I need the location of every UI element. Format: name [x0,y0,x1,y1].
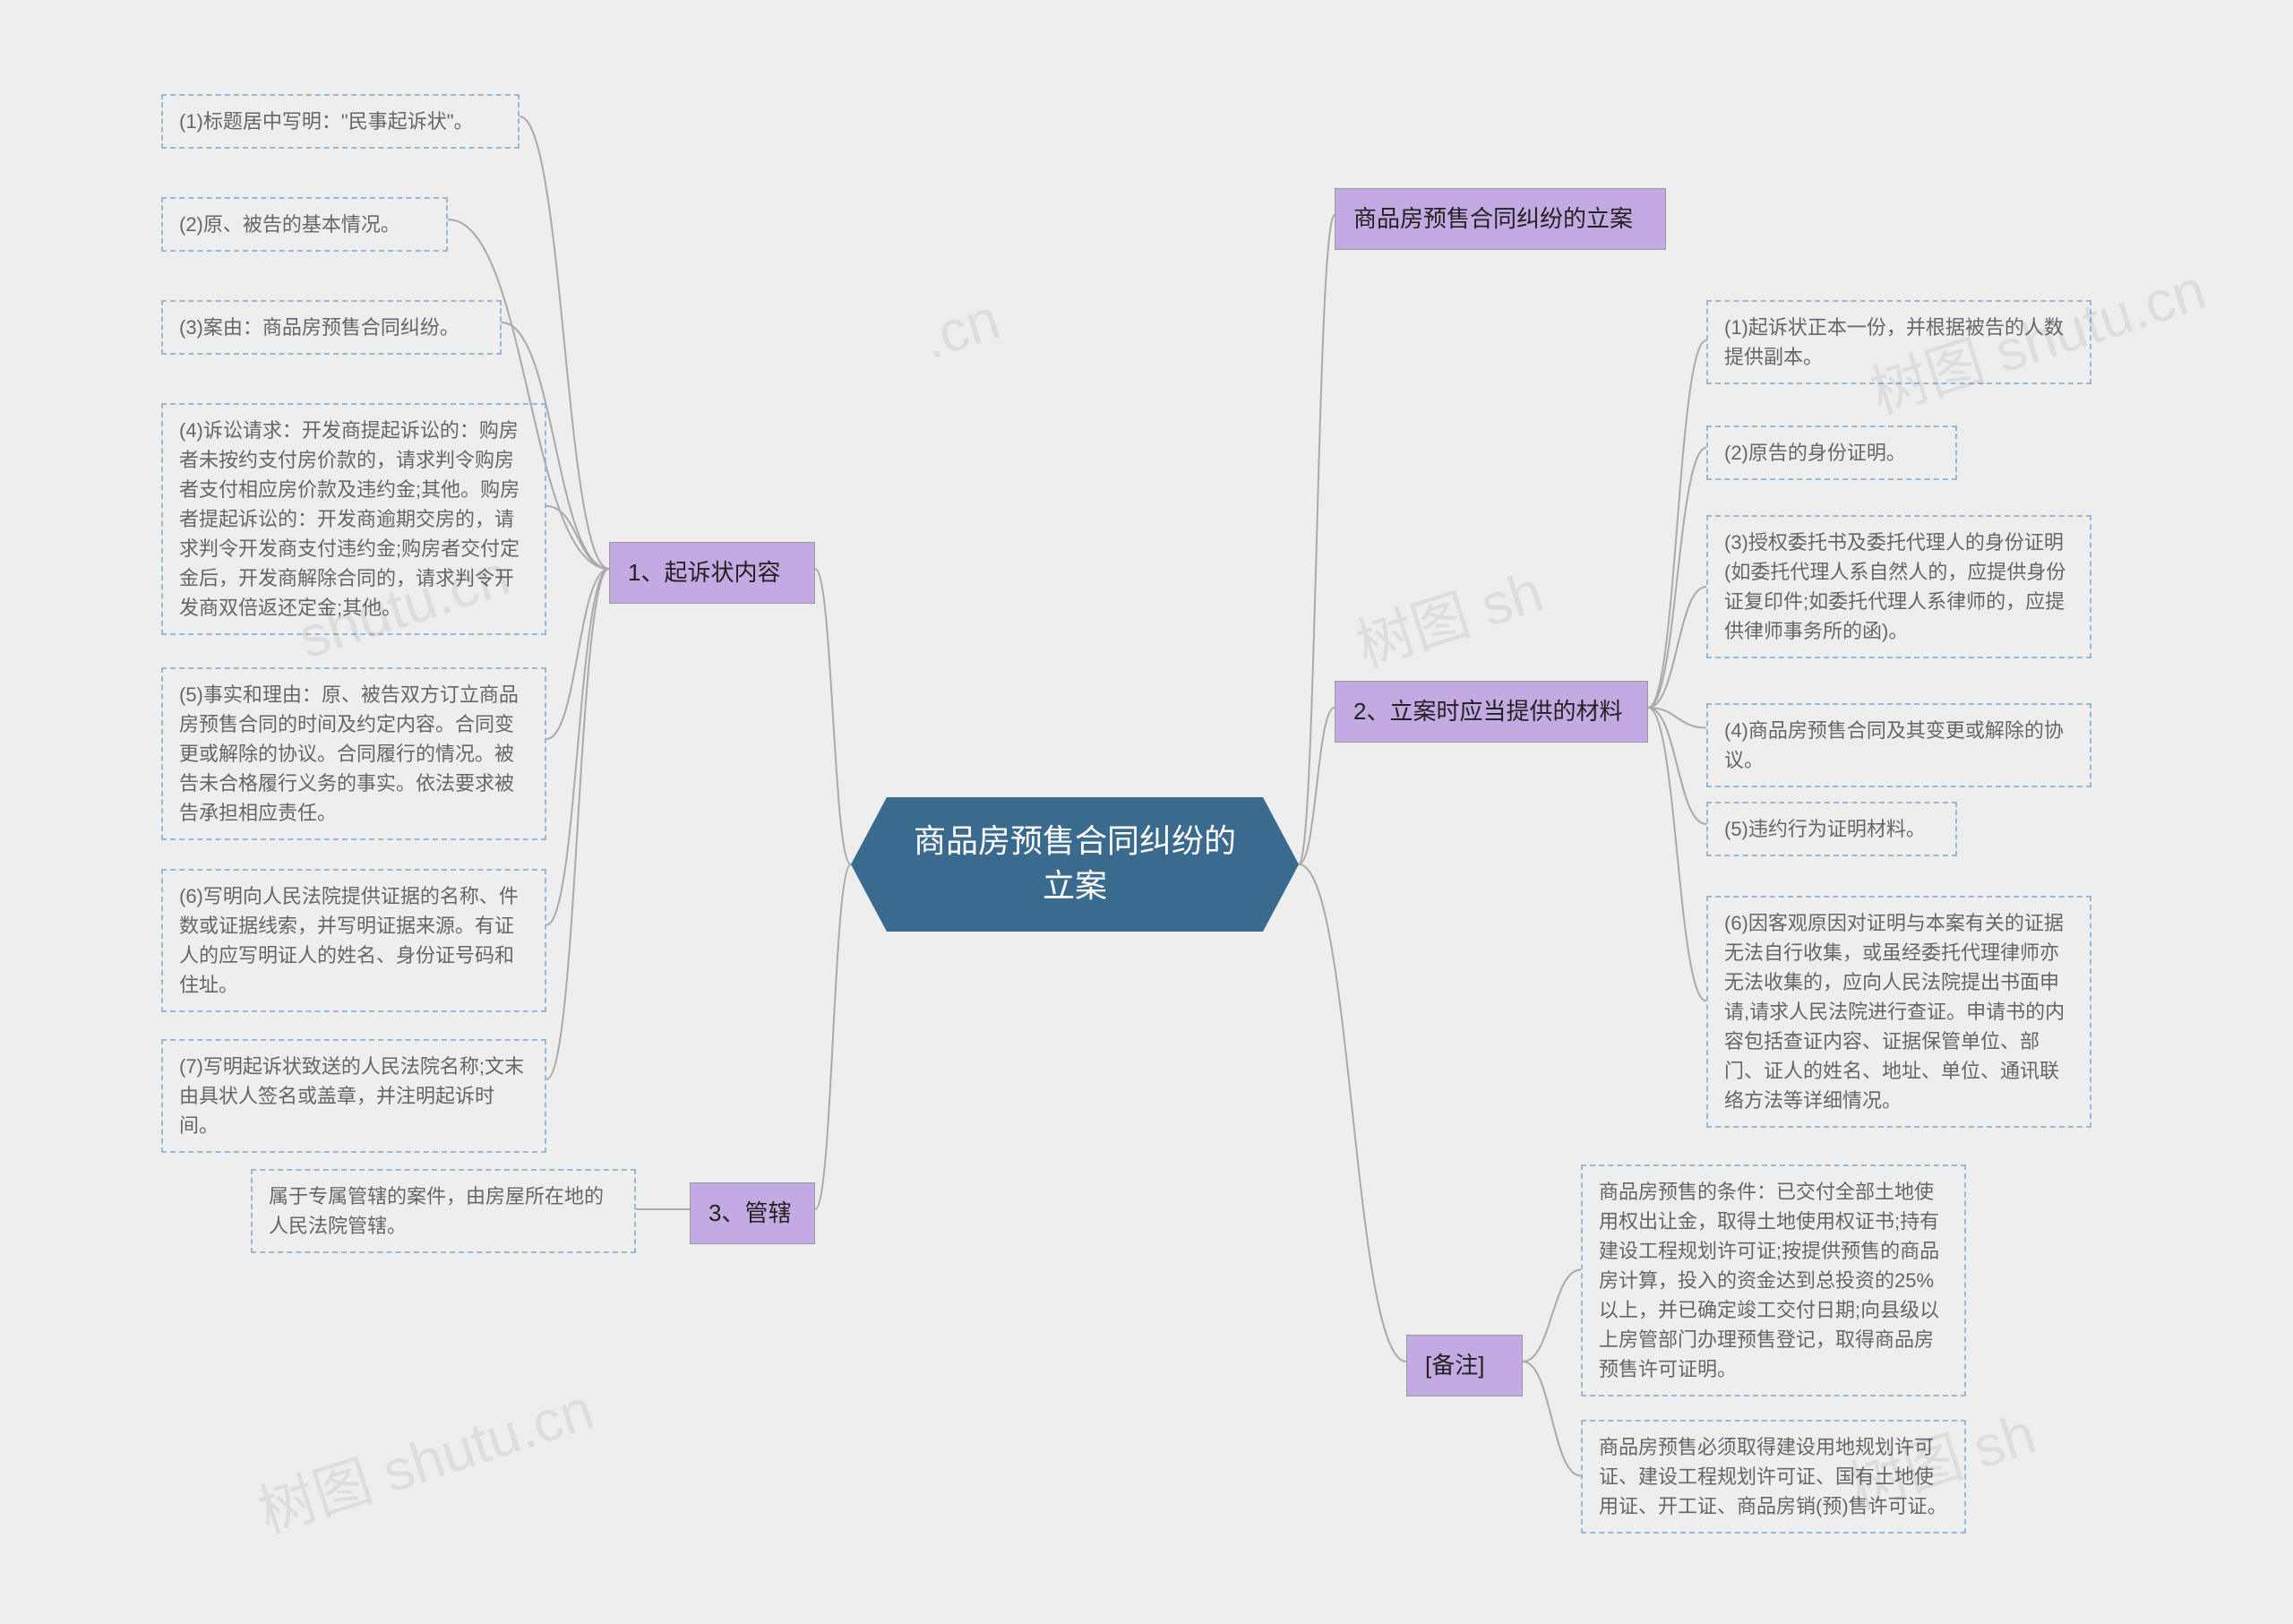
leaf-b_left_1-2: (3)案由：商品房预售合同纠纷。 [161,300,502,355]
leaf-b_right_2-2: (3)授权委托书及委托代理人的身份证明(如委托代理人系自然人的，应提供身份证复印… [1706,515,2091,658]
leaf-b_left_1-5: (6)写明向人民法院提供证据的名称、件数或证据线索，并写明证据来源。有证人的应写… [161,869,546,1012]
mindmap-canvas: 商品房预售合同纠纷的立案 1、起诉状内容 (1)标题居中写明："民事起诉状"。 (2… [0,0,2293,1624]
leaf-b_left_1-0: (1)标题居中写明："民事起诉状"。 [161,94,520,149]
leaf-b_left_1-1: (2)原、被告的基本情况。 [161,197,448,252]
watermark-0: 树图 shutu.cn [246,1363,602,1549]
watermark-2: .cn [915,286,1008,373]
branch-b_left_1: 1、起诉状内容 [609,542,815,604]
leaf-b_right_note-0: 商品房预售的条件：已交付全部土地使用权出让金，取得土地使用权证书;持有建设工程规… [1581,1164,1966,1396]
root-triangle-left [851,797,887,932]
branch-b_right_2: 2、立案时应当提供的材料 [1335,681,1648,743]
leaf-b_right_2-1: (2)原告的身份证明。 [1706,425,1957,480]
leaf-b_right_2-3: (4)商品房预售合同及其变更或解除的协议。 [1706,703,2091,787]
watermark-3: 树图 sh [1344,546,1551,683]
leaf-b_right_2-4: (5)违约行为证明材料。 [1706,802,1957,856]
root-node: 商品房预售合同纠纷的立案 [887,797,1263,932]
leaf-b_left_3-0: 属于专属管辖的案件，由房屋所在地的人民法院管辖。 [251,1169,636,1253]
branch-b_right_0: 商品房预售合同纠纷的立案 [1335,188,1666,250]
leaf-b_left_1-3: (4)诉讼请求：开发商提起诉讼的：购房者未按约支付房价款的，请求判令购房者支付相… [161,403,546,635]
leaf-b_left_1-6: (7)写明起诉状致送的人民法院名称;文末由具状人签名或盖章，并注明起诉时间。 [161,1039,546,1153]
branch-b_left_3: 3、管辖 [690,1182,815,1244]
leaf-b_right_2-0: (1)起诉状正本一份，并根据被告的人数提供副本。 [1706,300,2091,384]
root-triangle-right [1263,797,1299,932]
leaf-b_right_2-5: (6)因客观原因对证明与本案有关的证据无法自行收集，或虽经委托代理律师亦无法收集… [1706,896,2091,1128]
leaf-b_left_1-4: (5)事实和理由：原、被告双方订立商品房预售合同的时间及约定内容。合同变更或解除… [161,667,546,840]
leaf-b_right_note-1: 商品房预售必须取得建设用地规划许可证、建设工程规划许可证、国有土地使用证、开工证… [1581,1420,1966,1534]
branch-b_right_note: [备注] [1406,1335,1523,1396]
